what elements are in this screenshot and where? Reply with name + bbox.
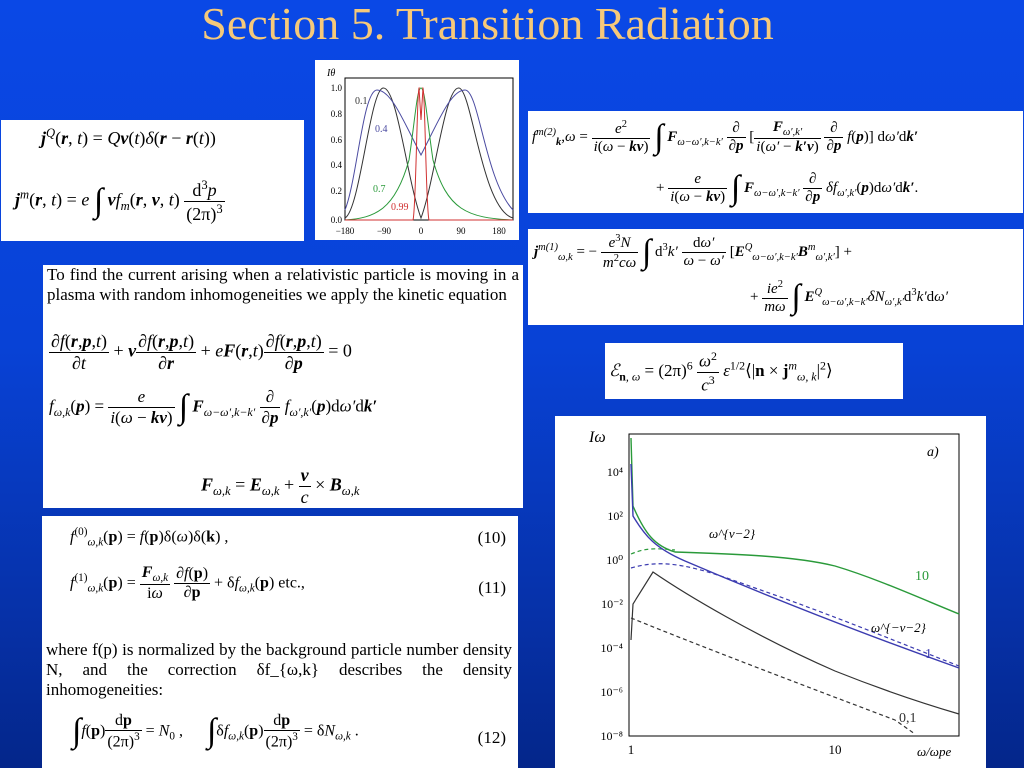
spectrum-curve-10-dashed — [630, 548, 676, 555]
spectrum-y-tick: 10⁻⁸ — [600, 729, 623, 743]
jm-equation: jm(r, t) = e ∫ vfm(r, v, t) d3p (2π)3 — [15, 178, 225, 224]
angular-curve-label: 0.4 — [375, 124, 388, 135]
angular-y-tick: 0.8 — [331, 109, 343, 119]
angular-plot-y-label: Iθ — [326, 68, 335, 79]
energy-equation-panel: ℰn, ω = (2π)6 ω2 c3 ε1/2⟨|n × jmω, k|2⟩ — [605, 343, 903, 399]
angular-x-tick: −90 — [377, 226, 392, 236]
angular-x-tick: 90 — [457, 226, 467, 236]
spectrum-plot: Iω a) 10⁴ 10² 10⁰ 10⁻² 10⁻⁴ 10⁻⁶ 10⁻⁸ 1 … — [588, 429, 960, 759]
angular-x-tick: 180 — [492, 226, 506, 236]
angular-y-tick: 0.6 — [331, 135, 343, 145]
jm1-equation-panel: jm(1)ω,k = − e3N m2cω ∫ d3k′ dω′ ω − ω′ [E… — [528, 229, 1023, 325]
kinetic-equation: ∂f(r,p,t) ∂t + v ∂f(r,p,t) ∂r + eF(r,t) ∂f(r… — [49, 331, 352, 373]
spectrum-y-tick: 10⁻² — [601, 597, 623, 611]
jm1-line1: jm(1)ω,k = − e3N m2cω ∫ d3k′ dω′ ω − ω′ [E… — [534, 233, 852, 271]
spectrum-x-tick: 1 — [628, 742, 635, 757]
angular-curve-0.4 — [344, 89, 514, 211]
eq11-number: (11) — [478, 578, 506, 597]
angular-curve-0.1 — [344, 87, 514, 220]
f-solution-equation: fω,k(p) = e i(ω − kv) ∫ Fω−ω′,k−k′ ∂ ∂p fω… — [49, 387, 378, 427]
normalization-text: where f(p) is normalized by the backgrou… — [46, 640, 512, 699]
spectrum-y-tick: 10⁻⁴ — [600, 641, 623, 655]
jq-equation: jQ(r, t) = Qv(t)δ(r − r(t)) — [41, 126, 216, 148]
spectrum-y-label: Iω — [588, 429, 606, 446]
angular-curve-label: 0.1 — [355, 96, 368, 107]
current-density-panel: jQ(r, t) = Qv(t)δ(r − r(t)) jm(r, t) = e… — [1, 120, 304, 241]
angular-y-tick: 0.2 — [331, 186, 342, 196]
energy-equation: ℰn, ω = (2π)6 ω2 c3 ε1/2⟨|n × jmω, k|2⟩ — [609, 349, 833, 395]
eq10-number: (10) — [477, 528, 506, 547]
angular-plot-panel: Iθ 1.0 0.8 0.6 0.4 0.2 0.0 −180 −90 0 90… — [315, 60, 519, 240]
eq10: f(0)ω,k(p) = f(p)δ(ω)δ(k) , — [70, 526, 229, 549]
angular-y-tick: 1.0 — [331, 83, 343, 93]
angular-x-tick: −180 — [336, 226, 355, 236]
spectrum-y-tick: 10⁰ — [606, 553, 623, 567]
spectrum-curve-label: 0,1 — [899, 711, 917, 726]
eq11: f(1)ω,k(p) = Fω,k iω ∂f(p) ∂p + δfω,k(p) e… — [70, 564, 305, 603]
fm2-equation-panel: fm(2)k,ω = e2 i(ω − kv) ∫ Fω−ω′,k−k′ ∂ ∂p … — [528, 111, 1023, 213]
angular-curve-0.99 — [345, 86, 513, 221]
spectrum-annotation: ω^{ν−2} — [709, 526, 756, 541]
angular-x-tick: 0 — [419, 226, 424, 236]
angular-curve-0.7 — [344, 87, 514, 221]
jm1-line2: + ie2 mω ∫ EQω−ω′,k−k′δNω′,k′d3k′dω′ — [750, 278, 948, 316]
spectrum-curve-0.1-dashed — [630, 617, 916, 735]
spectrum-curve-1-dashed — [630, 563, 960, 667]
spectrum-x-label: ω/ωpe — [917, 744, 951, 759]
spectrum-curve-10 — [630, 437, 960, 615]
angular-y-tick: 0.4 — [331, 160, 343, 170]
slide-title: Section 5. Transition Radiation — [201, 0, 774, 49]
kinetic-intro: To find the current arising when a relat… — [47, 265, 519, 304]
fm2-line1: fm(2)k,ω = e2 i(ω − kv) ∫ Fω−ω′,k−k′ ∂ ∂p … — [532, 118, 919, 156]
spectrum-x-tick: 10 — [829, 742, 842, 757]
fm2-line2: + e i(ω − kv) ∫ Fω−ω′,k−k′ ∂ ∂p δfω′,k′(p)… — [656, 169, 919, 207]
spectrum-y-tick: 10⁻⁶ — [600, 685, 623, 699]
angular-curve-label: 0.99 — [391, 202, 409, 213]
kinetic-block: To find the current arising when a relat… — [43, 265, 523, 508]
spectrum-curve-label: 10 — [915, 569, 929, 584]
eq12: ∫f(p) dp (2π)3 = N0 , ∫δfω,k(p) dp (2π)3 = δ… — [72, 712, 359, 751]
spectrum-annotation: ω^{−ν−2} — [871, 620, 927, 635]
expansion-block: f(0)ω,k(p) = f(p)δ(ω)δ(k) , (10) f(1)ω,k… — [42, 516, 518, 768]
eq12-number: (12) — [477, 728, 506, 747]
spectrum-y-tick: 10⁴ — [607, 465, 623, 479]
spectrum-y-tick: 10² — [607, 509, 623, 523]
spectrum-panel-label: a) — [927, 445, 939, 460]
spectrum-plot-panel: Iω a) 10⁴ 10² 10⁰ 10⁻² 10⁻⁴ 10⁻⁶ 10⁻⁸ 1 … — [555, 416, 986, 768]
angular-plot: Iθ 1.0 0.8 0.6 0.4 0.2 0.0 −180 −90 0 90… — [326, 68, 514, 236]
angular-curve-label: 0.7 — [373, 184, 386, 195]
spectrum-curve-label: 1 — [925, 647, 932, 662]
spectrum-curve-0.1 — [630, 571, 960, 715]
angular-y-tick: 0.0 — [331, 215, 343, 225]
